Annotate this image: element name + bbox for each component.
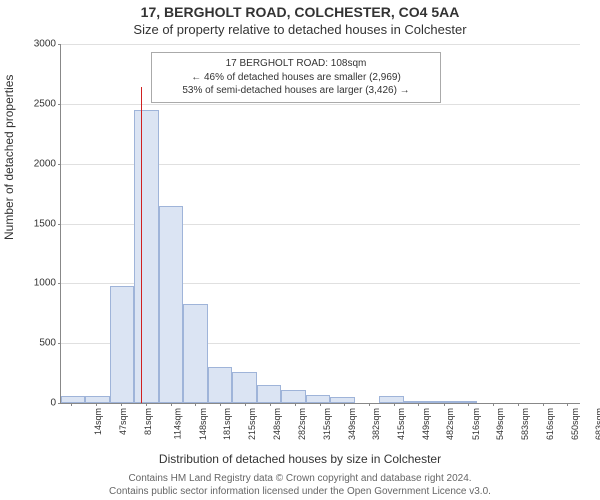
xtick-label: 449sqm xyxy=(421,408,431,440)
histogram-bar xyxy=(330,397,354,403)
xtick-label: 549sqm xyxy=(495,408,505,440)
ytick-mark xyxy=(58,283,61,284)
xtick-mark xyxy=(418,403,419,406)
xtick-mark xyxy=(320,403,321,406)
xtick-mark xyxy=(71,403,72,406)
histogram-bar xyxy=(85,396,109,403)
xtick-label: 315sqm xyxy=(322,408,332,440)
xtick-mark xyxy=(567,403,568,406)
xtick-mark xyxy=(344,403,345,406)
xtick-mark xyxy=(195,403,196,406)
histogram-bar xyxy=(306,395,330,403)
y-axis-label: Number of detached properties xyxy=(2,75,16,240)
xtick-label: 282sqm xyxy=(297,408,307,440)
histogram-bar xyxy=(257,385,281,403)
xtick-mark xyxy=(518,403,519,406)
footer-line-2: Contains public sector information licen… xyxy=(0,485,600,498)
infobox-line1: 17 BERGHOLT ROAD: 108sqm xyxy=(158,57,434,71)
page-title: 17, BERGHOLT ROAD, COLCHESTER, CO4 5AA xyxy=(0,4,600,20)
xtick-mark xyxy=(245,403,246,406)
xtick-label: 482sqm xyxy=(445,408,455,440)
histogram-bar xyxy=(428,401,452,403)
ytick-label: 1000 xyxy=(34,278,56,289)
ytick-label: 0 xyxy=(50,398,56,409)
ytick-label: 3000 xyxy=(34,39,56,50)
xtick-mark xyxy=(394,403,395,406)
xtick-mark xyxy=(369,403,370,406)
histogram-plot: 05001000150020002500300014sqm47sqm81sqm1… xyxy=(60,44,580,404)
histogram-bar xyxy=(61,396,85,403)
histogram-bar xyxy=(232,372,256,403)
xtick-label: 382sqm xyxy=(371,408,381,440)
xtick-mark xyxy=(468,403,469,406)
ytick-mark xyxy=(58,44,61,45)
histogram-bar xyxy=(208,367,232,403)
histogram-bar xyxy=(159,206,183,403)
xtick-label: 181sqm xyxy=(222,408,232,440)
xtick-mark xyxy=(171,403,172,406)
xtick-mark xyxy=(96,403,97,406)
xtick-mark xyxy=(543,403,544,406)
histogram-bar xyxy=(379,396,403,403)
xtick-label: 616sqm xyxy=(545,408,555,440)
xtick-label: 415sqm xyxy=(396,408,406,440)
ytick-mark xyxy=(58,224,61,225)
xtick-label: 248sqm xyxy=(272,408,282,440)
xtick-mark xyxy=(444,403,445,406)
page-subtitle: Size of property relative to detached ho… xyxy=(0,22,600,37)
ytick-label: 2500 xyxy=(34,98,56,109)
xtick-label: 583sqm xyxy=(520,408,530,440)
xtick-label: 349sqm xyxy=(347,408,357,440)
histogram-bar xyxy=(134,110,158,403)
histogram-bar xyxy=(110,286,134,403)
xtick-label: 14sqm xyxy=(93,408,103,435)
xtick-mark xyxy=(270,403,271,406)
xtick-label: 47sqm xyxy=(118,408,128,435)
xtick-label: 148sqm xyxy=(198,408,208,440)
histogram-bar xyxy=(404,401,428,403)
x-axis-label: Distribution of detached houses by size … xyxy=(0,452,600,466)
xtick-mark xyxy=(220,403,221,406)
footer-line-1: Contains HM Land Registry data © Crown c… xyxy=(0,472,600,485)
gridline-h xyxy=(61,104,580,105)
xtick-label: 81sqm xyxy=(143,408,153,435)
ytick-label: 2000 xyxy=(34,158,56,169)
xtick-label: 215sqm xyxy=(247,408,257,440)
xtick-mark xyxy=(146,403,147,406)
xtick-mark xyxy=(121,403,122,406)
xtick-label: 516sqm xyxy=(471,408,481,440)
attribution-footer: Contains HM Land Registry data © Crown c… xyxy=(0,472,600,498)
ytick-mark xyxy=(58,343,61,344)
histogram-bar xyxy=(281,390,305,403)
infobox-line3: 53% of semi-detached houses are larger (… xyxy=(158,84,434,98)
histogram-bar xyxy=(183,304,207,403)
ytick-mark xyxy=(58,164,61,165)
ytick-label: 1500 xyxy=(34,218,56,229)
property-marker-line xyxy=(141,87,142,403)
infobox-line2: ← 46% of detached houses are smaller (2,… xyxy=(158,71,434,85)
histogram-bar xyxy=(452,401,476,403)
xtick-mark xyxy=(493,403,494,406)
xtick-label: 650sqm xyxy=(570,408,580,440)
ytick-mark xyxy=(58,403,61,404)
xtick-label: 114sqm xyxy=(172,408,182,439)
ytick-label: 500 xyxy=(39,338,56,349)
xtick-mark xyxy=(295,403,296,406)
ytick-mark xyxy=(58,104,61,105)
xtick-label: 683sqm xyxy=(594,408,600,440)
property-infobox: 17 BERGHOLT ROAD: 108sqm← 46% of detache… xyxy=(151,52,441,103)
gridline-h xyxy=(61,44,580,45)
